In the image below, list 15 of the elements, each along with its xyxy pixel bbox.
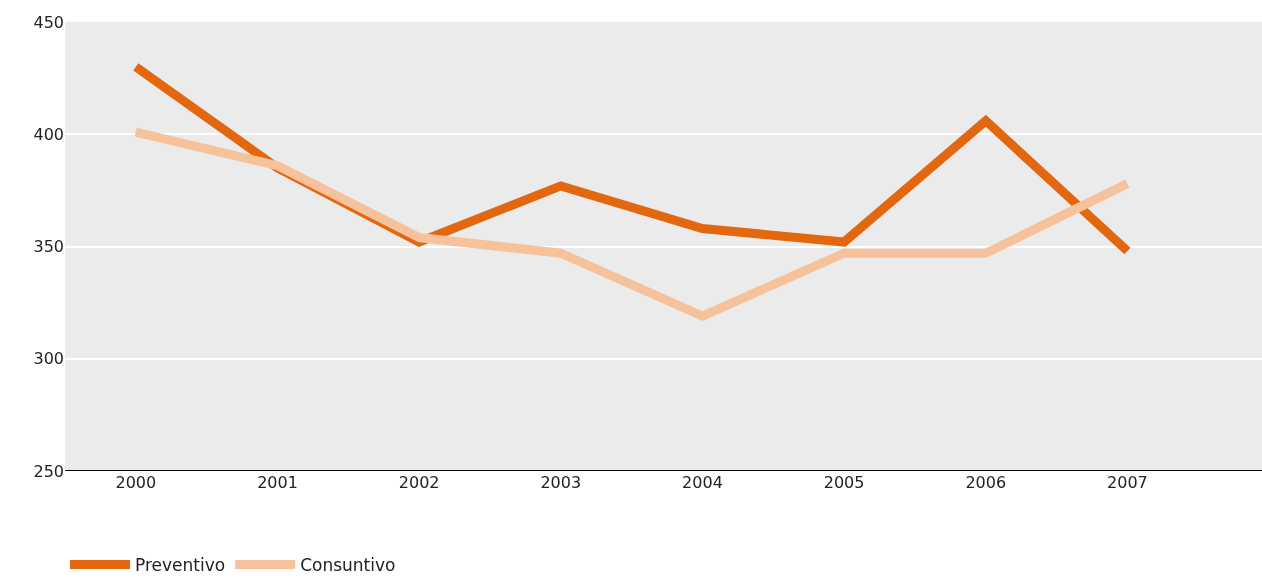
y-tick-label: 300 (33, 349, 64, 369)
y-tick-label: 450 (33, 12, 64, 32)
x-tick-label: 2004 (682, 473, 723, 492)
x-tick-label: 2003 (540, 473, 582, 492)
x-tick-label: 2006 (965, 473, 1007, 492)
y-tick-label: 350 (33, 237, 64, 257)
x-tick-label: 2005 (823, 473, 865, 492)
x-tick-label: 2000 (115, 473, 157, 492)
x-tick-label: 2007 (1107, 473, 1148, 492)
legend-label: Consuntivo (300, 555, 396, 576)
x-tick-label: 2002 (398, 473, 440, 492)
x-tick-label: 2001 (257, 473, 298, 492)
legend-label: Preventivo (135, 555, 226, 576)
y-tick-label: 250 (33, 461, 64, 481)
y-tick-label: 400 (33, 124, 64, 144)
